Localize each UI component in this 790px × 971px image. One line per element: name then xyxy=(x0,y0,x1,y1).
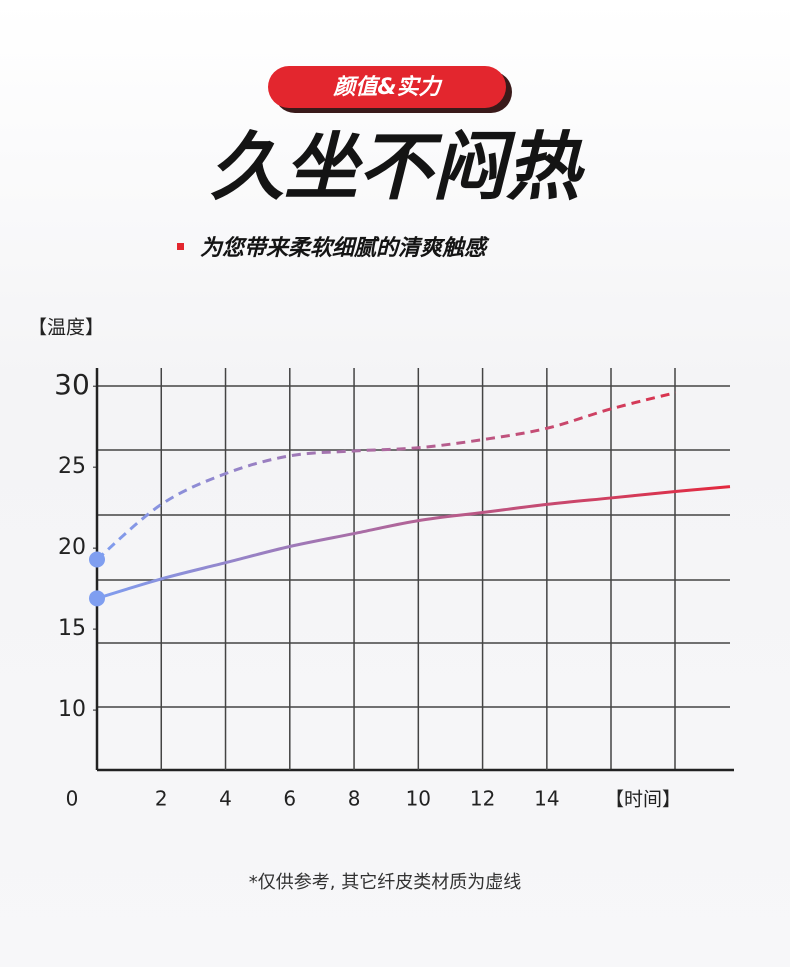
badge-text: 颜值&实力 xyxy=(332,74,442,100)
start-point xyxy=(89,590,105,607)
line xyxy=(96,485,731,600)
x-tick-label: 6 xyxy=(283,787,296,811)
x-tick-label: 0 xyxy=(66,787,79,811)
y-tick-label: 10 xyxy=(58,697,86,722)
y-tick-label: 25 xyxy=(58,454,86,479)
x-tick-label: 8 xyxy=(348,787,361,811)
line xyxy=(96,391,676,561)
badge xyxy=(268,66,506,108)
x-tick-label: 10 xyxy=(406,787,431,811)
y-tick-label: 20 xyxy=(58,535,86,560)
x-tick-label: 4 xyxy=(219,787,232,811)
x-tick-label: 2 xyxy=(155,787,168,811)
y-tick-label: 15 xyxy=(58,616,86,641)
headline: 久坐不闷热 xyxy=(210,125,586,211)
y-axis-label: 【温度】 xyxy=(28,317,104,339)
x-tick-label: 12 xyxy=(470,787,495,811)
bullet xyxy=(177,243,184,250)
start-point xyxy=(89,551,105,568)
footnote: *仅供参考, 其它纤皮类材质为虚线 xyxy=(249,872,521,893)
grid-frame xyxy=(97,368,730,770)
y-tick-label: 30 xyxy=(54,368,90,401)
subheadline: 为您带来柔软细腻的清爽触感 xyxy=(200,235,490,261)
x-axis-label: 【时间】 xyxy=(605,789,681,811)
x-tick-label: 14 xyxy=(534,787,559,811)
